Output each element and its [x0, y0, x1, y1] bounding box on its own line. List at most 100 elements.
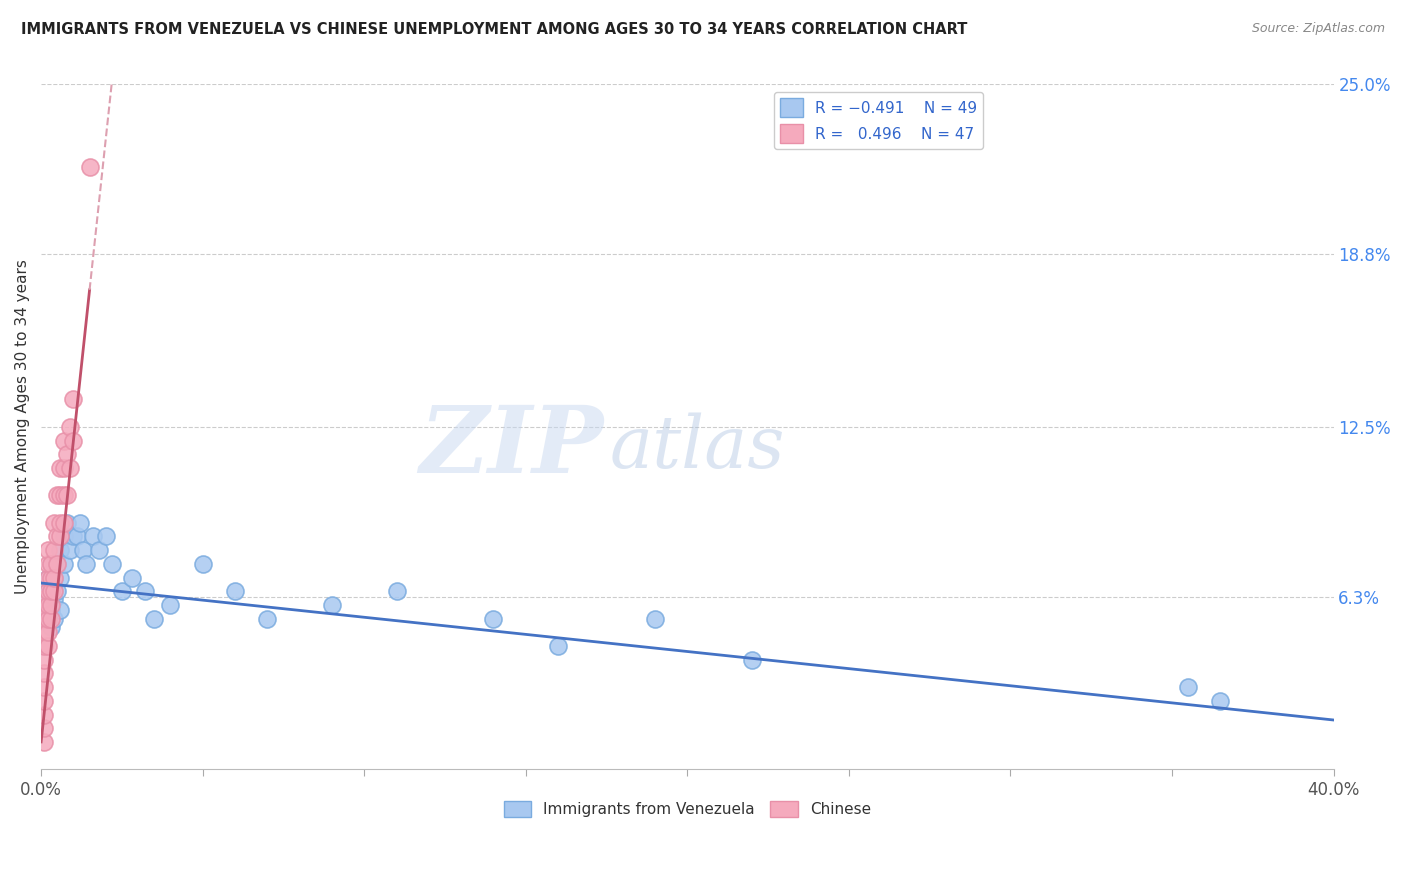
Point — [39, 598, 62, 612]
Point — [39, 557, 62, 571]
Point — [52, 461, 75, 475]
Point — [224, 584, 246, 599]
Point — [46, 557, 69, 571]
Point — [1209, 694, 1232, 708]
Point — [39, 584, 62, 599]
Point — [34, 603, 56, 617]
Point — [66, 529, 89, 543]
Point — [34, 625, 56, 640]
Point — [191, 557, 214, 571]
Point — [1177, 680, 1199, 694]
Point — [56, 488, 79, 502]
Point — [37, 612, 59, 626]
Y-axis label: Unemployment Among Ages 30 to 34 years: Unemployment Among Ages 30 to 34 years — [15, 260, 30, 594]
Point — [644, 612, 666, 626]
Point — [49, 570, 72, 584]
Point — [42, 543, 65, 558]
Point — [134, 584, 156, 599]
Point — [34, 592, 56, 607]
Point — [34, 680, 56, 694]
Point — [42, 570, 65, 584]
Point — [89, 543, 111, 558]
Point — [42, 612, 65, 626]
Point — [82, 529, 104, 543]
Point — [52, 488, 75, 502]
Point — [39, 603, 62, 617]
Point — [39, 584, 62, 599]
Point — [34, 707, 56, 722]
Point — [321, 598, 343, 612]
Point — [37, 639, 59, 653]
Point — [34, 666, 56, 681]
Point — [37, 625, 59, 640]
Point — [37, 598, 59, 612]
Point — [49, 516, 72, 530]
Point — [69, 516, 91, 530]
Point — [256, 612, 278, 626]
Point — [39, 570, 62, 584]
Point — [37, 570, 59, 584]
Point — [37, 612, 59, 626]
Point — [52, 434, 75, 448]
Point — [72, 543, 94, 558]
Point — [46, 584, 69, 599]
Point — [52, 516, 75, 530]
Point — [62, 434, 84, 448]
Point — [39, 612, 62, 626]
Point — [79, 160, 101, 174]
Point — [46, 557, 69, 571]
Point — [46, 529, 69, 543]
Point — [59, 461, 82, 475]
Point — [482, 612, 505, 626]
Point — [52, 557, 75, 571]
Point — [34, 694, 56, 708]
Point — [37, 584, 59, 599]
Point — [46, 488, 69, 502]
Point — [34, 603, 56, 617]
Point — [56, 516, 79, 530]
Point — [49, 488, 72, 502]
Point — [62, 392, 84, 407]
Point — [59, 543, 82, 558]
Point — [39, 620, 62, 634]
Point — [37, 570, 59, 584]
Point — [39, 557, 62, 571]
Point — [42, 570, 65, 584]
Point — [34, 612, 56, 626]
Legend: Immigrants from Venezuela, Chinese: Immigrants from Venezuela, Chinese — [498, 795, 877, 823]
Point — [42, 592, 65, 607]
Point — [42, 516, 65, 530]
Text: ZIP: ZIP — [419, 402, 603, 492]
Text: Source: ZipAtlas.com: Source: ZipAtlas.com — [1251, 22, 1385, 36]
Point — [49, 529, 72, 543]
Point — [62, 529, 84, 543]
Point — [547, 639, 569, 653]
Point — [94, 529, 117, 543]
Point — [34, 721, 56, 735]
Point — [121, 570, 143, 584]
Text: atlas: atlas — [610, 412, 786, 483]
Point — [159, 598, 181, 612]
Text: IMMIGRANTS FROM VENEZUELA VS CHINESE UNEMPLOYMENT AMONG AGES 30 TO 34 YEARS CORR: IMMIGRANTS FROM VENEZUELA VS CHINESE UNE… — [21, 22, 967, 37]
Point — [37, 598, 59, 612]
Point — [34, 639, 56, 653]
Point — [75, 557, 97, 571]
Point — [741, 653, 763, 667]
Point — [37, 543, 59, 558]
Point — [101, 557, 124, 571]
Point — [143, 612, 166, 626]
Point — [52, 529, 75, 543]
Point — [59, 420, 82, 434]
Point — [111, 584, 134, 599]
Point — [37, 584, 59, 599]
Point — [34, 653, 56, 667]
Point — [34, 612, 56, 626]
Point — [37, 557, 59, 571]
Point — [34, 735, 56, 749]
Point — [49, 543, 72, 558]
Point — [42, 584, 65, 599]
Point — [49, 603, 72, 617]
Point — [56, 447, 79, 461]
Point — [385, 584, 408, 599]
Point — [49, 461, 72, 475]
